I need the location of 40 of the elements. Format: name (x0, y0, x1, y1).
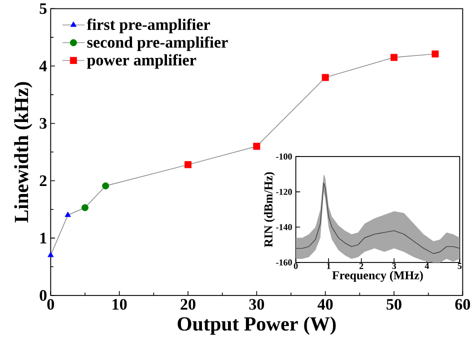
x-tick-label: 20 (180, 298, 196, 310)
x-tick-label: 1 (327, 262, 330, 269)
y-tick-label: 5 (40, 3, 47, 14)
x-tick-label: 0 (294, 262, 298, 269)
y-tick-label: -100 (276, 153, 292, 160)
point (390, 54, 398, 61)
point (48, 252, 54, 257)
point (322, 74, 329, 81)
y-tick-label: 1 (40, 232, 46, 244)
point (102, 182, 110, 190)
point (432, 50, 439, 58)
y-tick-label: -160 (276, 259, 292, 266)
y-tick-label: 2 (40, 175, 46, 186)
point (82, 204, 88, 211)
y-tick-label: 0 (40, 290, 47, 301)
x-tick-label: 0 (47, 298, 54, 310)
x-tick-label: 5 (458, 262, 462, 269)
point (64, 211, 71, 217)
x-tick-label: 30 (249, 298, 264, 310)
x-tick-label: 50 (386, 298, 402, 310)
y-tick-label: 4 (39, 60, 47, 72)
x-tick-label: 3 (392, 262, 396, 269)
x-tick-label: 10 (112, 298, 127, 310)
point (184, 160, 192, 168)
y-tick-label: 3 (40, 118, 47, 129)
legend-label: power amplifier (86, 54, 196, 69)
y-axis-title: Linewidth (kHz) (14, 82, 32, 222)
x-tick-label: 2 (359, 262, 364, 269)
y-tick-label: -120 (276, 188, 292, 195)
x-axis-title: Frequency (MHz) (332, 270, 423, 282)
x-tick-label: 40 (318, 298, 333, 310)
legend-label: second pre-amplifier (87, 36, 228, 51)
x-axis-title: Output Power (W) (178, 316, 336, 335)
x-tick-label: 60 (455, 298, 470, 310)
line-series (296, 182, 460, 254)
legend-label: first pre-amplifier (86, 18, 210, 34)
y-axis-title: RIN (dBm/Hz) (264, 172, 275, 247)
y-tick-label: -140 (276, 224, 292, 230)
x-tick-label: 4 (424, 262, 429, 269)
point (253, 142, 260, 150)
